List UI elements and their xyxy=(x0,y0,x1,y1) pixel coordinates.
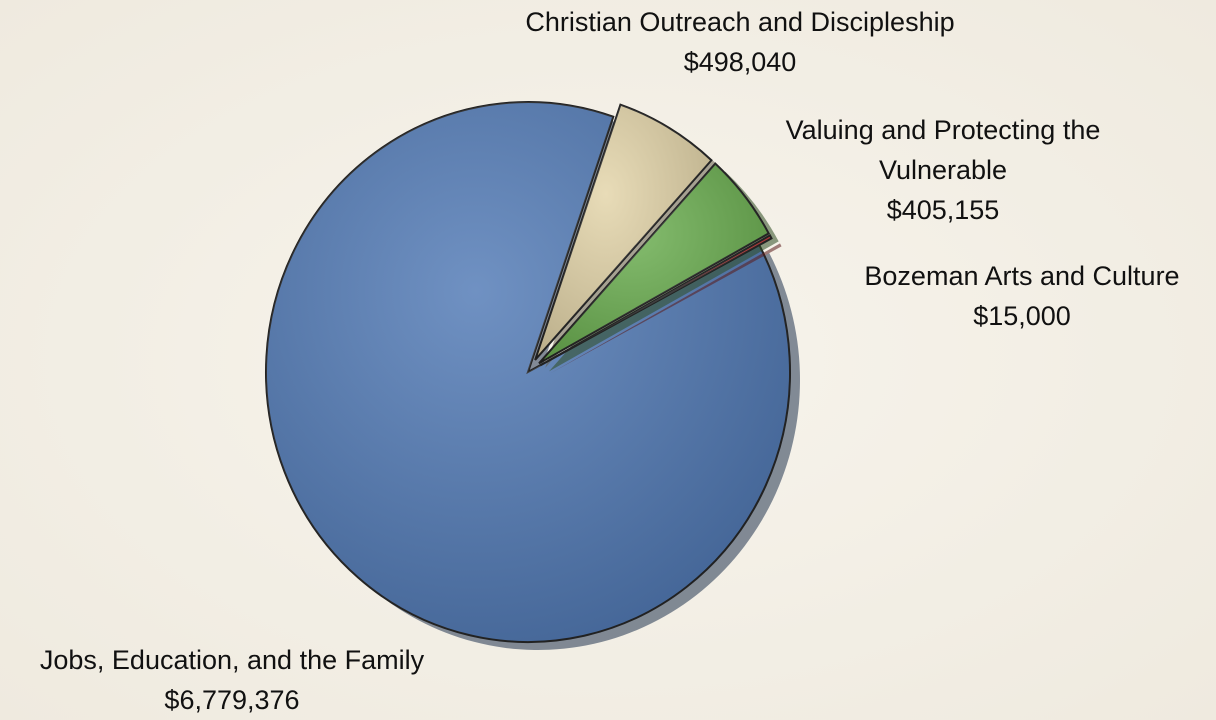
slice-shade xyxy=(535,104,712,360)
slice-depth xyxy=(550,243,782,374)
label-name: Jobs, Education, and the Family xyxy=(39,645,425,675)
label-name: Valuing and Protecting the Vulnerable xyxy=(785,115,1101,185)
slice-label: Valuing and Protecting the Vulnerable $40… xyxy=(778,110,1108,230)
label-name: Christian Outreach and Discipleship xyxy=(525,7,955,37)
slice-label: Jobs, Education, and the Family $6,779,37… xyxy=(0,640,482,720)
label-value: $405,155 xyxy=(886,195,1000,225)
label-value: $6,779,376 xyxy=(164,685,300,715)
slice-shade xyxy=(266,101,791,642)
label-value: $15,000 xyxy=(973,301,1071,331)
slice-shade xyxy=(540,235,772,366)
label-value: $498,040 xyxy=(683,47,797,77)
slice-label: Christian Outreach and Discipleship $498,… xyxy=(460,2,1020,82)
slice-label: Bozeman Arts and Culture $15,000 xyxy=(812,256,1216,336)
label-name: Bozeman Arts and Culture xyxy=(864,261,1180,291)
slice-shade xyxy=(538,163,769,364)
